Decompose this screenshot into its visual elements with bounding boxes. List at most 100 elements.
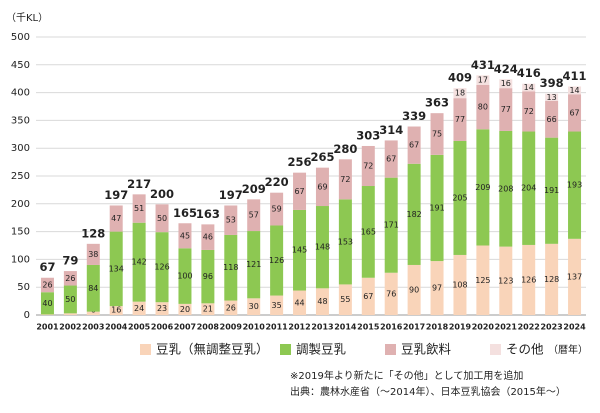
- bar-segment: [63, 285, 77, 314]
- total-label: 314: [379, 123, 403, 137]
- value-label: 77: [455, 115, 465, 124]
- value-label: 191: [429, 203, 444, 212]
- y-tick-label: 200: [11, 199, 30, 210]
- bar-segment: [476, 129, 490, 246]
- bar-segment: [453, 88, 467, 99]
- bar-segment: [86, 243, 100, 265]
- value-label: 24: [134, 304, 144, 313]
- value-label: 45: [180, 231, 190, 240]
- value-label: 17: [478, 76, 488, 85]
- value-label: 118: [223, 263, 238, 272]
- bar-segment: [293, 209, 307, 291]
- x-tick-label: 2006: [151, 323, 174, 332]
- bar-segment: [407, 126, 421, 164]
- bar-segment: [40, 314, 54, 315]
- value-label: 67: [363, 292, 373, 301]
- bar-segment: [407, 163, 421, 265]
- bar-segment: [63, 271, 77, 286]
- value-label: 126: [521, 275, 536, 284]
- bar-segment: [476, 75, 490, 85]
- bar-segment: [545, 243, 559, 315]
- y-tick-label: 50: [17, 282, 30, 293]
- x-tick-label: 2003: [82, 323, 104, 332]
- y-tick-label: 250: [11, 171, 30, 182]
- x-tick-label: 2010: [243, 323, 266, 332]
- bar-segment: [338, 284, 352, 315]
- bar-segment: [384, 177, 398, 273]
- x-tick-label: 2023: [540, 323, 562, 332]
- legend-swatch: [280, 344, 291, 355]
- value-label: 126: [269, 256, 284, 265]
- legend-swatch: [140, 344, 151, 355]
- value-label: 137: [567, 272, 582, 281]
- x-tick-label: 2005: [128, 323, 151, 332]
- bar-segment: [568, 86, 582, 95]
- value-label: 66: [547, 115, 557, 124]
- value-label: 97: [432, 284, 442, 293]
- value-label: 77: [501, 105, 511, 114]
- value-label: 96: [203, 272, 213, 281]
- y-tick-label: 150: [11, 227, 30, 238]
- value-label: 80: [478, 103, 488, 112]
- bar-segment: [407, 264, 421, 315]
- value-label: 205: [452, 193, 467, 202]
- total-label: 197: [219, 188, 243, 202]
- bar-segment: [132, 301, 146, 315]
- x-tick-label: 2016: [380, 323, 403, 332]
- total-label: 128: [81, 226, 105, 240]
- bar-segment: [453, 254, 467, 315]
- y-tick-label: 350: [11, 115, 30, 126]
- bar-segment: [522, 91, 536, 132]
- bar-segment: [247, 231, 261, 299]
- legend-swatch: [385, 344, 396, 355]
- bar-segment: [109, 231, 123, 307]
- bar-segment: [270, 192, 284, 226]
- bar-segment: [361, 277, 375, 315]
- bar-segment: [453, 140, 467, 255]
- bar-segment: [247, 199, 261, 232]
- value-label: 208: [498, 184, 513, 193]
- total-label: 431: [471, 58, 495, 72]
- bar-segment: [430, 154, 444, 262]
- x-tick-label: 2015: [357, 323, 380, 332]
- bar-segment: [430, 261, 444, 315]
- value-label: 72: [524, 107, 534, 116]
- bar-segment: [315, 167, 329, 207]
- x-tick-label: 2017: [403, 323, 425, 332]
- total-label: 165: [173, 206, 197, 220]
- value-label: 209: [475, 183, 490, 192]
- value-label: 35: [272, 301, 282, 310]
- value-label: 193: [567, 181, 582, 190]
- bar-segment: [132, 194, 146, 223]
- value-label: 26: [65, 274, 75, 283]
- bar-segment: [568, 238, 582, 315]
- value-label: 134: [109, 264, 124, 273]
- value-label: 145: [292, 246, 307, 255]
- bar-segment: [499, 79, 513, 89]
- bar-segment: [293, 172, 307, 210]
- value-label: 57: [249, 211, 259, 220]
- bar-segment: [201, 224, 215, 250]
- legend-label: 調製豆乳: [296, 342, 346, 357]
- value-label: 21: [203, 305, 213, 314]
- total-label: 200: [150, 187, 174, 201]
- bar-segment: [315, 206, 329, 289]
- value-label: 76: [386, 289, 396, 298]
- value-label: 128: [544, 275, 559, 284]
- value-label: 90: [409, 285, 419, 294]
- bar-segment: [155, 204, 169, 233]
- value-label: 72: [340, 175, 350, 184]
- bar-segment: [109, 306, 123, 315]
- value-label: 16: [111, 306, 121, 315]
- total-label: 265: [310, 150, 334, 164]
- bar-segment: [315, 288, 329, 315]
- x-tick-label: 2007: [174, 323, 196, 332]
- bar-segment: [224, 234, 238, 301]
- value-label: 108: [452, 280, 467, 289]
- value-label: 44: [294, 298, 304, 307]
- x-tick-label: 2014: [334, 323, 357, 332]
- x-tick-label: 2012: [288, 323, 310, 332]
- value-label: 171: [384, 221, 399, 230]
- x-tick-label: 2021: [495, 323, 518, 332]
- value-label: 40: [42, 299, 52, 308]
